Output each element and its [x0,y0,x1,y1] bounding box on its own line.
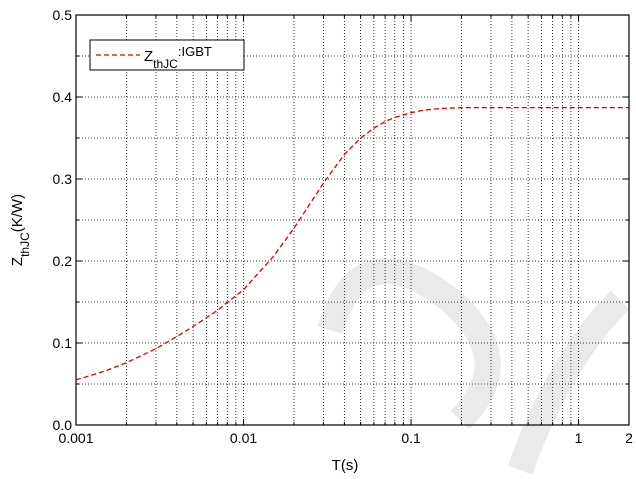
legend-entry-sub: thJC [153,57,178,71]
x-axis-label: T(s) [332,457,359,474]
watermark [317,258,630,475]
y-tick-label: 0.0 [53,417,73,433]
x-tick-label: 0.01 [230,430,257,446]
y-tick-labels: 0.0 0.1 0.2 0.3 0.4 0.5 [53,7,73,433]
legend-entry-rest: :IGBT [178,44,212,59]
y-tick-label: 0.4 [53,89,73,105]
y-tick-label: 0.3 [53,171,73,187]
x-tick-label: 2 [625,430,633,446]
y-axis-label-unit: (K/W) [9,194,26,232]
grid [76,15,629,425]
legend-entry-main: Z [144,48,153,65]
x-tick-labels: 0.001 0.01 0.1 1 2 [58,430,633,446]
y-axis-label-main: Z [9,257,26,266]
y-axis-label: ZthJC(K/W) [9,194,32,266]
tick-marks [75,14,630,426]
x-tick-label: 1 [575,430,583,446]
y-axis-label-sub: thJC [18,232,32,257]
series [75,107,629,381]
legend: ZthJC:IGBT [89,39,245,71]
series-line [75,107,629,381]
y-tick-label: 0.1 [53,335,73,351]
legend-entry: ZthJC:IGBT [144,44,212,71]
y-tick-label: 0.5 [53,7,73,23]
x-tick-label: 0.1 [401,430,421,446]
y-tick-label: 0.2 [53,253,73,269]
x-tick-label: 0.001 [58,430,93,446]
